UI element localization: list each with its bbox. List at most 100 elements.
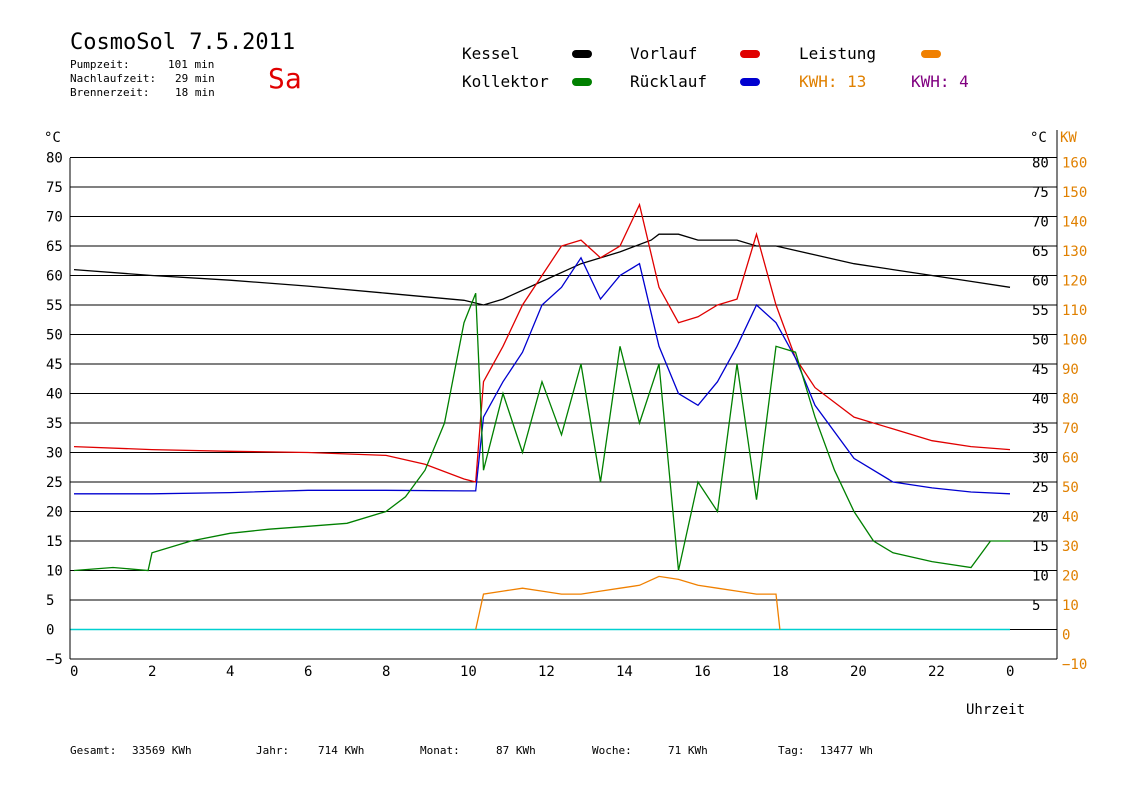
series-line-leistung bbox=[475, 575, 781, 630]
y-tick-label: 50 bbox=[46, 328, 63, 344]
y3-tick-label: 150 bbox=[1062, 185, 1087, 201]
y3-tick-label: 120 bbox=[1062, 274, 1087, 290]
series-line-kollektor bbox=[73, 292, 1010, 572]
series-line-kessel bbox=[73, 233, 1011, 306]
y3-tick-label: 50 bbox=[1062, 480, 1079, 496]
stat-label: Pumpzeit: bbox=[70, 58, 130, 71]
y3-tick-label: 30 bbox=[1062, 539, 1079, 555]
legend-swatch-vorlauf bbox=[740, 50, 760, 58]
legend-swatch-ruecklauf bbox=[740, 78, 760, 86]
legend-label-leistung: Leistung bbox=[799, 44, 877, 63]
y-tick-label: 65 bbox=[46, 239, 63, 255]
legend-label-vorlauf: Vorlauf bbox=[630, 44, 698, 63]
y2-tick-label: 45 bbox=[1032, 362, 1049, 378]
y-tick-label: 5 bbox=[46, 593, 54, 609]
y3-tick-label: 80 bbox=[1062, 392, 1079, 408]
y-tick-label: 55 bbox=[46, 298, 63, 314]
y-tick-label: 80 bbox=[46, 151, 63, 167]
y2-tick-label: 80 bbox=[1032, 156, 1049, 172]
tick-labels: 80757065605550454035302520151050−5807570… bbox=[46, 151, 1087, 681]
y2-tick-label: 35 bbox=[1032, 421, 1049, 437]
footer-gesamt-label: Gesamt: bbox=[70, 744, 117, 757]
y-tick-label: 70 bbox=[46, 210, 63, 226]
legend-label-ruecklauf: Rücklauf bbox=[630, 72, 708, 91]
y3-tick-label: 140 bbox=[1062, 215, 1087, 231]
series-line-rücklauf bbox=[74, 256, 1011, 495]
y-tick-label: 10 bbox=[46, 564, 63, 580]
left-unit-label: °C bbox=[44, 130, 61, 146]
x-tick-label: 2 bbox=[148, 664, 156, 680]
right-unit-c-label: °C bbox=[1030, 130, 1047, 146]
y-tick-label: 30 bbox=[46, 446, 63, 462]
y-tick-label: −5 bbox=[46, 652, 63, 668]
y2-tick-label: 75 bbox=[1032, 185, 1049, 201]
y3-tick-label: 110 bbox=[1062, 303, 1087, 319]
series-line-vorlauf bbox=[73, 202, 1011, 483]
x-tick-label: 18 bbox=[772, 664, 789, 680]
x-tick-label: 6 bbox=[304, 664, 312, 680]
footer-woche-label: Woche: bbox=[592, 744, 632, 757]
x-tick-label: 12 bbox=[538, 664, 555, 680]
grid-lines bbox=[70, 157, 1057, 631]
y3-tick-label: 70 bbox=[1062, 421, 1079, 437]
y-tick-label: 20 bbox=[46, 505, 63, 521]
stat-label: Nachlaufzeit: bbox=[70, 72, 157, 85]
chart-title: CosmoSol 7.5.2011 bbox=[70, 30, 296, 55]
footer-jahr-value: 714 KWh bbox=[318, 744, 365, 757]
footer-monat-value: 87 KWh bbox=[496, 744, 536, 757]
legend-swatch-kollektor bbox=[572, 78, 592, 86]
y3-tick-label: 40 bbox=[1062, 510, 1079, 526]
footer-jahr-label: Jahr: bbox=[256, 744, 290, 757]
axes bbox=[69, 130, 1058, 660]
x-tick-label: 8 bbox=[382, 664, 390, 680]
x-tick-label: 10 bbox=[460, 664, 477, 680]
y-tick-label: 40 bbox=[46, 387, 63, 403]
y-tick-label: 75 bbox=[46, 180, 63, 196]
y-tick-label: 35 bbox=[46, 416, 63, 432]
y2-tick-label: 40 bbox=[1032, 392, 1049, 408]
x-tick-label: 22 bbox=[928, 664, 945, 680]
y3-tick-label: 90 bbox=[1062, 362, 1079, 378]
x-tick-label: 14 bbox=[616, 664, 633, 680]
y2-tick-label: 5 bbox=[1032, 598, 1040, 614]
x-tick-label: 20 bbox=[850, 664, 867, 680]
y3-tick-label: 20 bbox=[1062, 569, 1079, 585]
y2-tick-label: 15 bbox=[1032, 539, 1049, 555]
stat-label: Brennerzeit: bbox=[70, 86, 150, 99]
legend-label-kessel: Kessel bbox=[462, 44, 520, 63]
series-lines bbox=[73, 202, 1011, 630]
y-tick-label: 60 bbox=[46, 269, 63, 285]
y2-tick-label: 10 bbox=[1032, 569, 1049, 585]
y3-tick-label: −10 bbox=[1062, 657, 1087, 673]
footer-woche-value: 71 KWh bbox=[668, 744, 708, 757]
legend-label-kollektor: Kollektor bbox=[462, 72, 549, 91]
footer-tag-value: 13477 Wh bbox=[820, 744, 873, 757]
stat-value: 18 min bbox=[175, 86, 215, 99]
y2-tick-label: 20 bbox=[1032, 510, 1049, 526]
y2-tick-label: 25 bbox=[1032, 480, 1049, 496]
weekday-label: Sa bbox=[268, 62, 302, 95]
x-axis-label: Uhrzeit bbox=[966, 702, 1025, 718]
y3-tick-label: 130 bbox=[1062, 244, 1087, 260]
footer-gesamt-value: 33569 KWh bbox=[132, 744, 192, 757]
legend-swatch-kessel bbox=[572, 50, 592, 58]
y3-tick-label: 10 bbox=[1062, 598, 1079, 614]
x-tick-label: 0 bbox=[70, 664, 78, 680]
legend-swatch-leistung bbox=[921, 50, 941, 58]
y-tick-label: 25 bbox=[46, 475, 63, 491]
footer-monat-label: Monat: bbox=[420, 744, 460, 757]
y2-tick-label: 50 bbox=[1032, 333, 1049, 349]
x-tick-label: 16 bbox=[694, 664, 711, 680]
y-tick-label: 15 bbox=[46, 534, 63, 550]
stat-value: 101 min bbox=[168, 58, 215, 71]
x-tick-label: 4 bbox=[226, 664, 234, 680]
kwh-orange: KWH: 13 bbox=[799, 72, 867, 91]
x-tick-label: 0 bbox=[1006, 664, 1014, 680]
y3-tick-label: 160 bbox=[1062, 156, 1087, 172]
footer-tag-label: Tag: bbox=[778, 744, 805, 757]
y-tick-label: 45 bbox=[46, 357, 63, 373]
kwh-purple: KWH: 4 bbox=[911, 72, 969, 91]
y2-tick-label: 65 bbox=[1032, 244, 1049, 260]
y2-tick-label: 70 bbox=[1032, 215, 1049, 231]
